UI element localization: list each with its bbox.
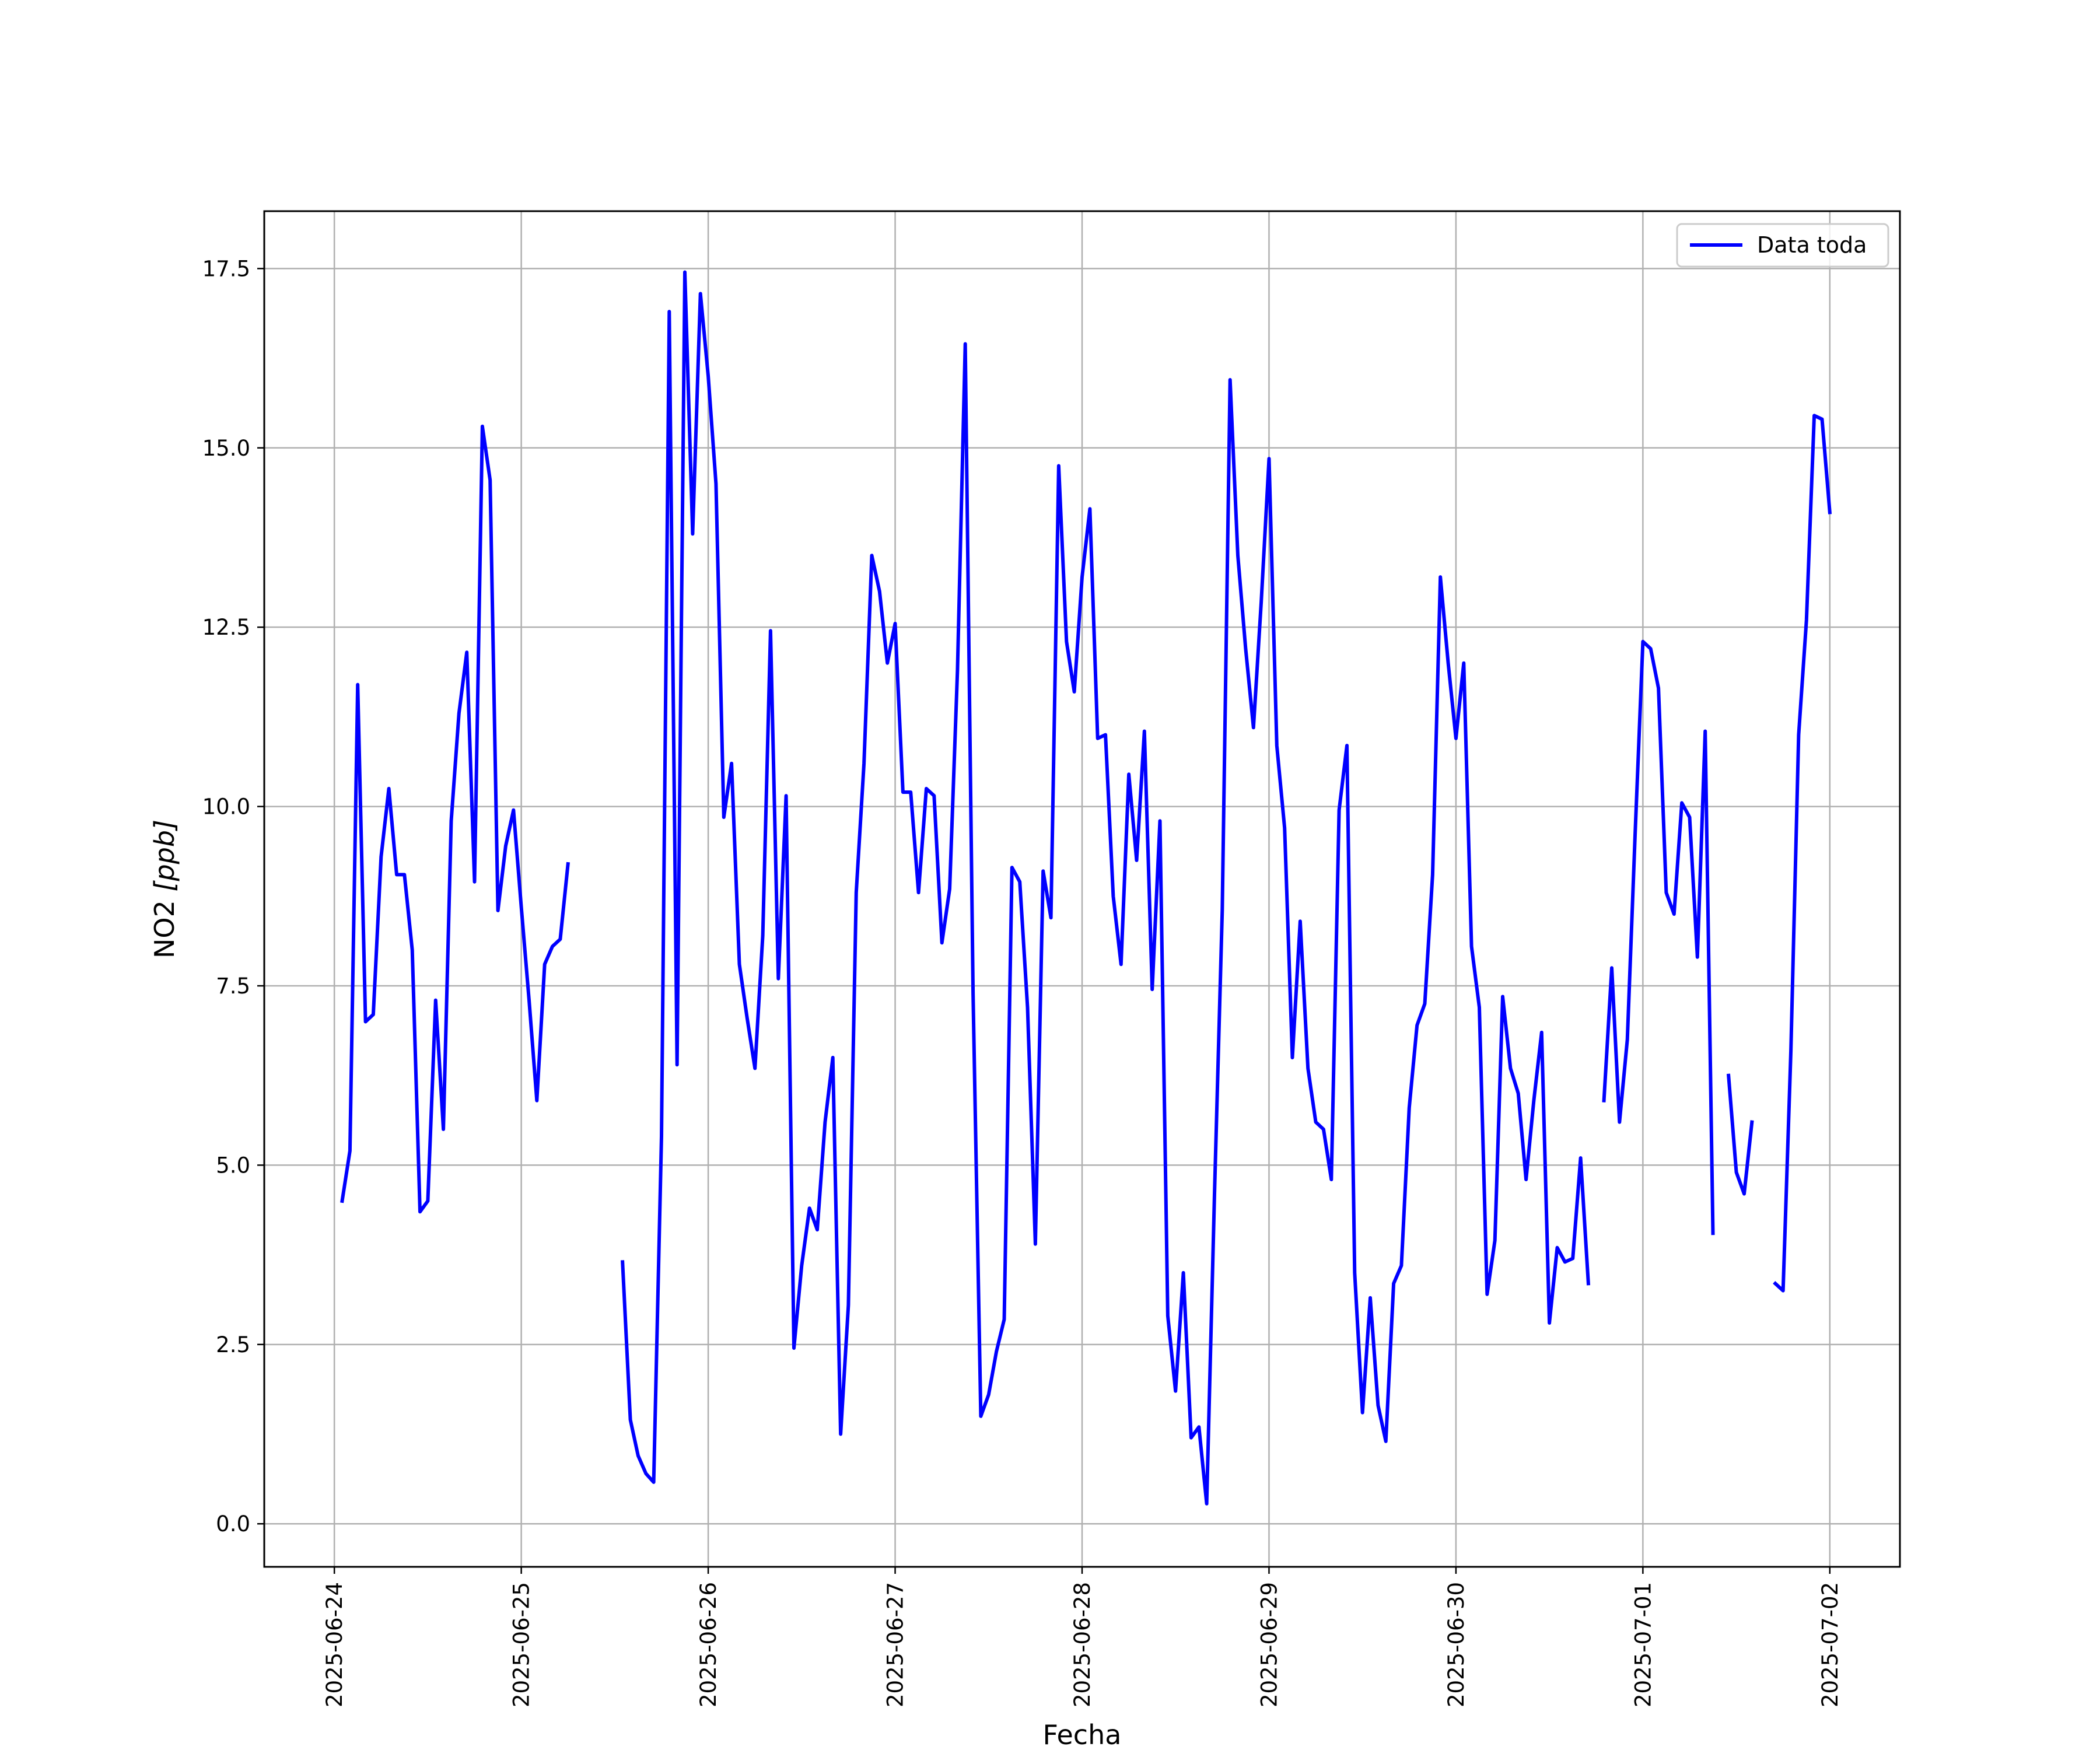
legend-label-data-toda: Data toda — [1757, 232, 1867, 258]
x-tick-label: 2025-06-29 — [1256, 1582, 1282, 1707]
y-axis-label-main: NO2 — [149, 891, 180, 958]
x-tick-label: 2025-06-28 — [1070, 1582, 1095, 1707]
y-axis-label-unit: [ppb] — [149, 820, 180, 892]
grid-layer — [264, 211, 1900, 1567]
x-tick-label: 2025-06-27 — [883, 1582, 908, 1707]
y-tick-label: 5.0 — [216, 1153, 250, 1178]
ticks-layer: 2025-06-24 2025-06-25 2025-06-26 2025-06-27… — [202, 256, 1843, 1707]
legend-box — [1676, 223, 1889, 268]
series-layer — [340, 270, 1832, 1506]
x-tick-label: 2025-06-25 — [509, 1582, 534, 1707]
x-tick-label: 2025-07-01 — [1630, 1582, 1656, 1707]
y-axis-label: NO2 [ppb] — [149, 820, 180, 958]
y-tick-label: 17.5 — [202, 256, 250, 281]
y-tick-label: 12.5 — [202, 615, 250, 640]
series-line-segment — [621, 270, 1591, 1506]
x-tick-label: 2025-06-24 — [322, 1582, 347, 1707]
series-line-segment — [340, 424, 570, 1214]
y-tick-label: 0.0 — [216, 1511, 250, 1536]
legend: Data toda — [1676, 223, 1889, 268]
y-tick-label: 2.5 — [216, 1332, 250, 1357]
y-tick-label: 7.5 — [216, 974, 250, 999]
y-tick-label: 15.0 — [202, 436, 250, 461]
x-axis-label: Fecha — [1043, 1719, 1122, 1750]
x-tick-label: 2025-06-30 — [1444, 1582, 1469, 1707]
series-line-segment — [1726, 1073, 1754, 1196]
series-line-segment — [1602, 639, 1715, 1236]
x-tick-label: 2025-06-26 — [696, 1582, 721, 1707]
y-tick-label: 10.0 — [202, 794, 250, 820]
x-tick-label: 2025-07-02 — [1818, 1582, 1843, 1707]
plot-frame — [263, 210, 1901, 1568]
series-line-segment — [1773, 414, 1832, 1293]
